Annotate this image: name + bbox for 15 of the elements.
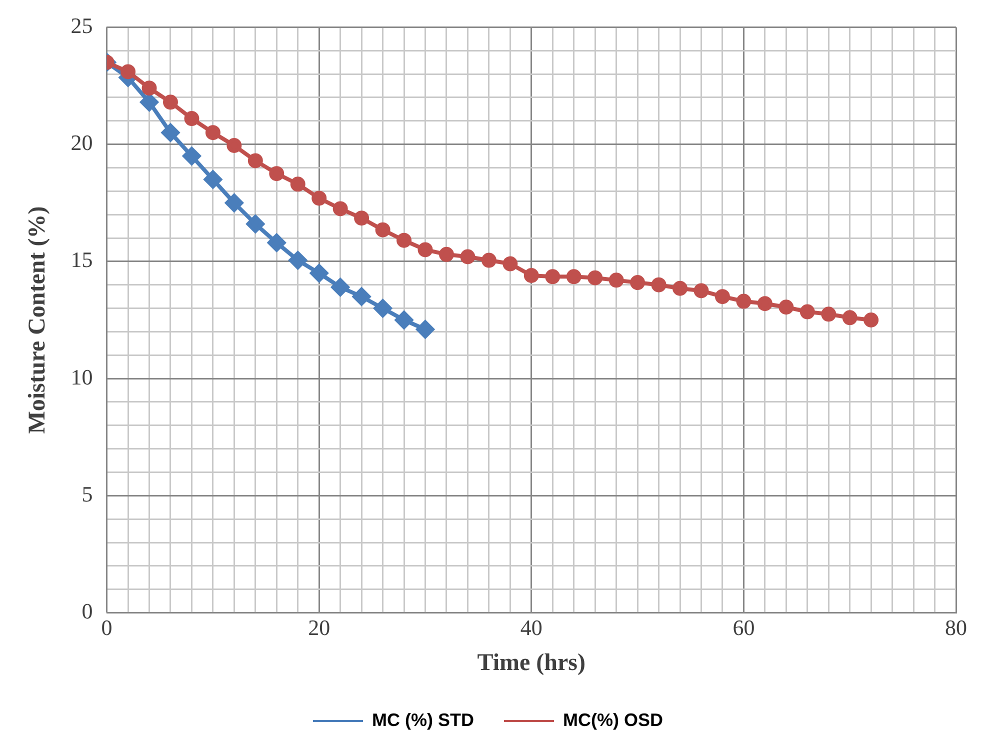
y-tick-label: 0 [82, 598, 93, 624]
legend-label: MC(%) OSD [563, 710, 663, 730]
x-tick-label: 80 [945, 614, 967, 640]
x-tick-label: 60 [732, 614, 755, 640]
x-tick-label: 40 [520, 614, 542, 640]
x-tick-label: 0 [101, 614, 112, 640]
y-axis-title: Moisture Content (%) [24, 206, 51, 434]
x-tick-label: 20 [308, 614, 330, 640]
y-tick-label: 5 [82, 481, 93, 506]
y-tick-label: 25 [70, 12, 93, 38]
y-tick-label: 15 [70, 247, 93, 272]
legend-label: MC (%) STD [372, 710, 474, 730]
x-axis-title: Time (hrs) [477, 650, 586, 676]
y-tick-label: 20 [70, 130, 93, 156]
y-tick-label: 10 [70, 364, 93, 390]
